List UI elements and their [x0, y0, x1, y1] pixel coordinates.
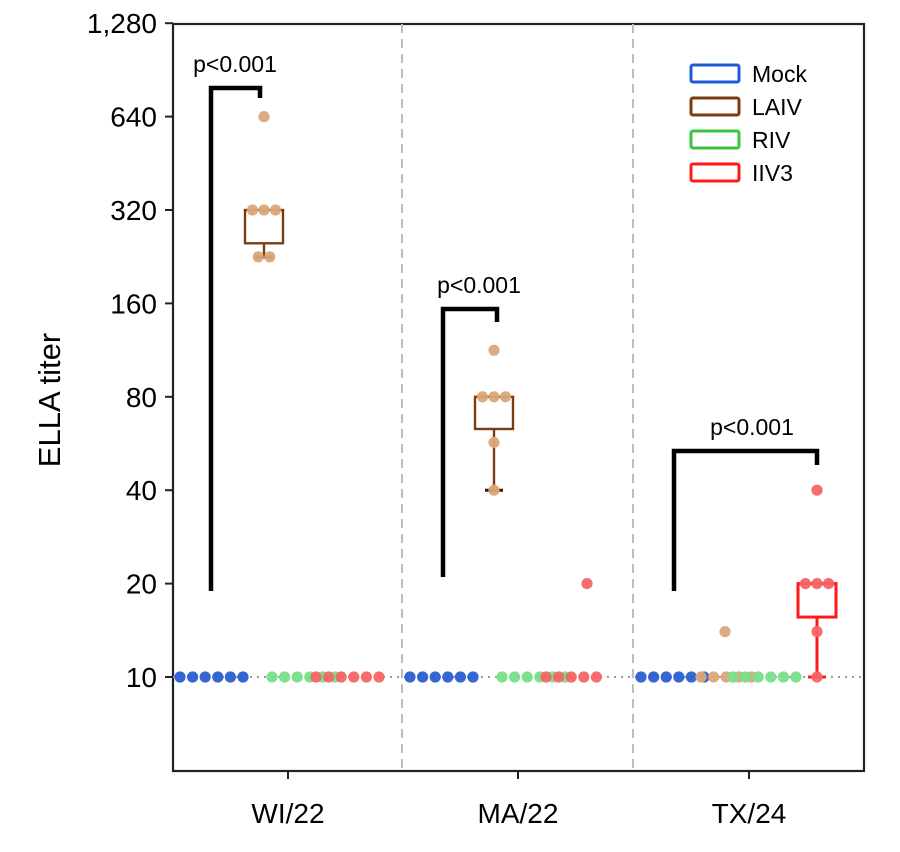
data-points: [174, 111, 835, 683]
data-point-iiv3: [811, 578, 823, 590]
data-point-iiv3: [578, 671, 590, 683]
data-point-laiv: [695, 671, 707, 683]
data-point-iiv3: [799, 578, 812, 590]
legend-swatch-laiv: [689, 96, 741, 117]
x-axis: WI/22 MA/22 TX/24: [251, 771, 786, 829]
data-point-riv: [727, 671, 739, 683]
legend-label-iiv3: IIV3: [752, 160, 793, 186]
data-point-iiv3: [335, 671, 347, 683]
data-point-iiv3: [581, 578, 593, 590]
data-point-laiv: [258, 204, 270, 216]
y-tick-label: 40: [126, 475, 157, 506]
p-value-annotation: p<0.001: [710, 414, 794, 440]
y-axis: 10 20 40 80 160 320 640 1,280: [87, 8, 173, 693]
data-point-mock: [635, 671, 647, 683]
y-axis-label: ELLA titer: [32, 333, 67, 467]
p-value-annotation: p<0.001: [193, 51, 277, 77]
category-dividers: [401, 24, 634, 771]
y-tick-label: 1,280: [87, 8, 157, 39]
data-point-laiv: [488, 391, 500, 403]
data-point-mock: [404, 671, 416, 683]
data-point-riv: [291, 671, 303, 683]
data-point-laiv: [719, 626, 731, 638]
data-point-mock: [685, 671, 698, 683]
legend-label-laiv: LAIV: [752, 94, 803, 120]
x-tick-label: MA/22: [478, 798, 559, 829]
data-point-laiv: [264, 251, 276, 263]
data-point-mock: [454, 671, 466, 683]
legend-label-mock: Mock: [752, 61, 807, 87]
data-point-riv: [790, 671, 802, 683]
data-point-iiv3: [822, 578, 835, 590]
boxes: [243, 208, 838, 679]
data-point-mock: [237, 671, 249, 683]
x-tick-label: TX/24: [712, 798, 787, 829]
data-point-riv: [496, 671, 508, 683]
data-point-iiv3: [310, 671, 322, 683]
data-point-mock: [467, 671, 479, 683]
data-point-laiv: [499, 391, 512, 403]
legend-swatch-mock: [689, 63, 741, 84]
data-point-laiv: [708, 671, 720, 683]
data-point-iiv3: [373, 671, 385, 683]
data-point-mock: [660, 671, 672, 683]
data-point-riv: [777, 671, 790, 683]
data-point-laiv: [246, 204, 259, 216]
y-tick-label: 10: [126, 662, 157, 693]
data-point-riv: [266, 671, 278, 683]
data-point-laiv: [258, 111, 270, 123]
significance-bracket: [671, 448, 820, 591]
data-point-laiv: [488, 436, 500, 449]
data-point-riv: [521, 671, 533, 683]
data-point-riv: [740, 671, 752, 683]
data-point-iiv3: [590, 671, 603, 683]
data-point-iiv3: [811, 626, 823, 638]
data-point-iiv3: [360, 671, 372, 683]
data-point-mock: [174, 671, 186, 683]
legend-label-riv: RIV: [752, 127, 791, 153]
y-tick-label: 20: [126, 569, 157, 600]
data-point-mock: [673, 671, 685, 683]
p-value-annotation: p<0.001: [437, 272, 521, 298]
data-point-mock: [199, 671, 211, 683]
data-point-iiv3: [811, 671, 823, 683]
significance-bracket: [440, 306, 500, 577]
y-tick-label: 320: [110, 195, 157, 226]
data-point-laiv: [252, 251, 264, 263]
data-point-iiv3: [323, 671, 335, 683]
x-tick-label: WI/22: [251, 798, 324, 829]
data-point-riv: [752, 671, 764, 683]
significance-brackets: p<0.001 p<0.001 p<0.001: [193, 51, 820, 591]
data-point-iiv3: [553, 671, 565, 683]
data-point-riv: [508, 671, 521, 683]
data-point-mock: [224, 671, 236, 683]
data-point-mock: [417, 671, 429, 683]
data-point-laiv: [488, 344, 500, 356]
data-point-mock: [187, 671, 199, 683]
significance-bracket: [208, 85, 263, 591]
legend-swatch-riv: [689, 129, 741, 150]
data-point-laiv: [488, 484, 500, 496]
data-point-riv: [765, 671, 777, 683]
y-tick-label: 80: [126, 382, 157, 413]
y-tick-label: 640: [110, 102, 157, 133]
data-point-riv: [279, 671, 291, 683]
data-point-laiv: [269, 204, 282, 216]
data-point-mock: [212, 671, 224, 683]
legend: Mock LAIV RIV IIV3: [689, 61, 807, 186]
data-point-mock: [442, 671, 454, 683]
data-point-iiv3: [565, 671, 577, 683]
data-point-mock: [429, 671, 441, 683]
legend-swatch-iiv3: [689, 162, 741, 183]
data-point-laiv: [476, 391, 489, 403]
data-point-iiv3: [348, 671, 360, 683]
y-tick-label: 160: [110, 288, 157, 319]
data-point-iiv3: [540, 671, 552, 683]
data-point-iiv3: [811, 484, 823, 496]
data-point-mock: [648, 671, 660, 683]
